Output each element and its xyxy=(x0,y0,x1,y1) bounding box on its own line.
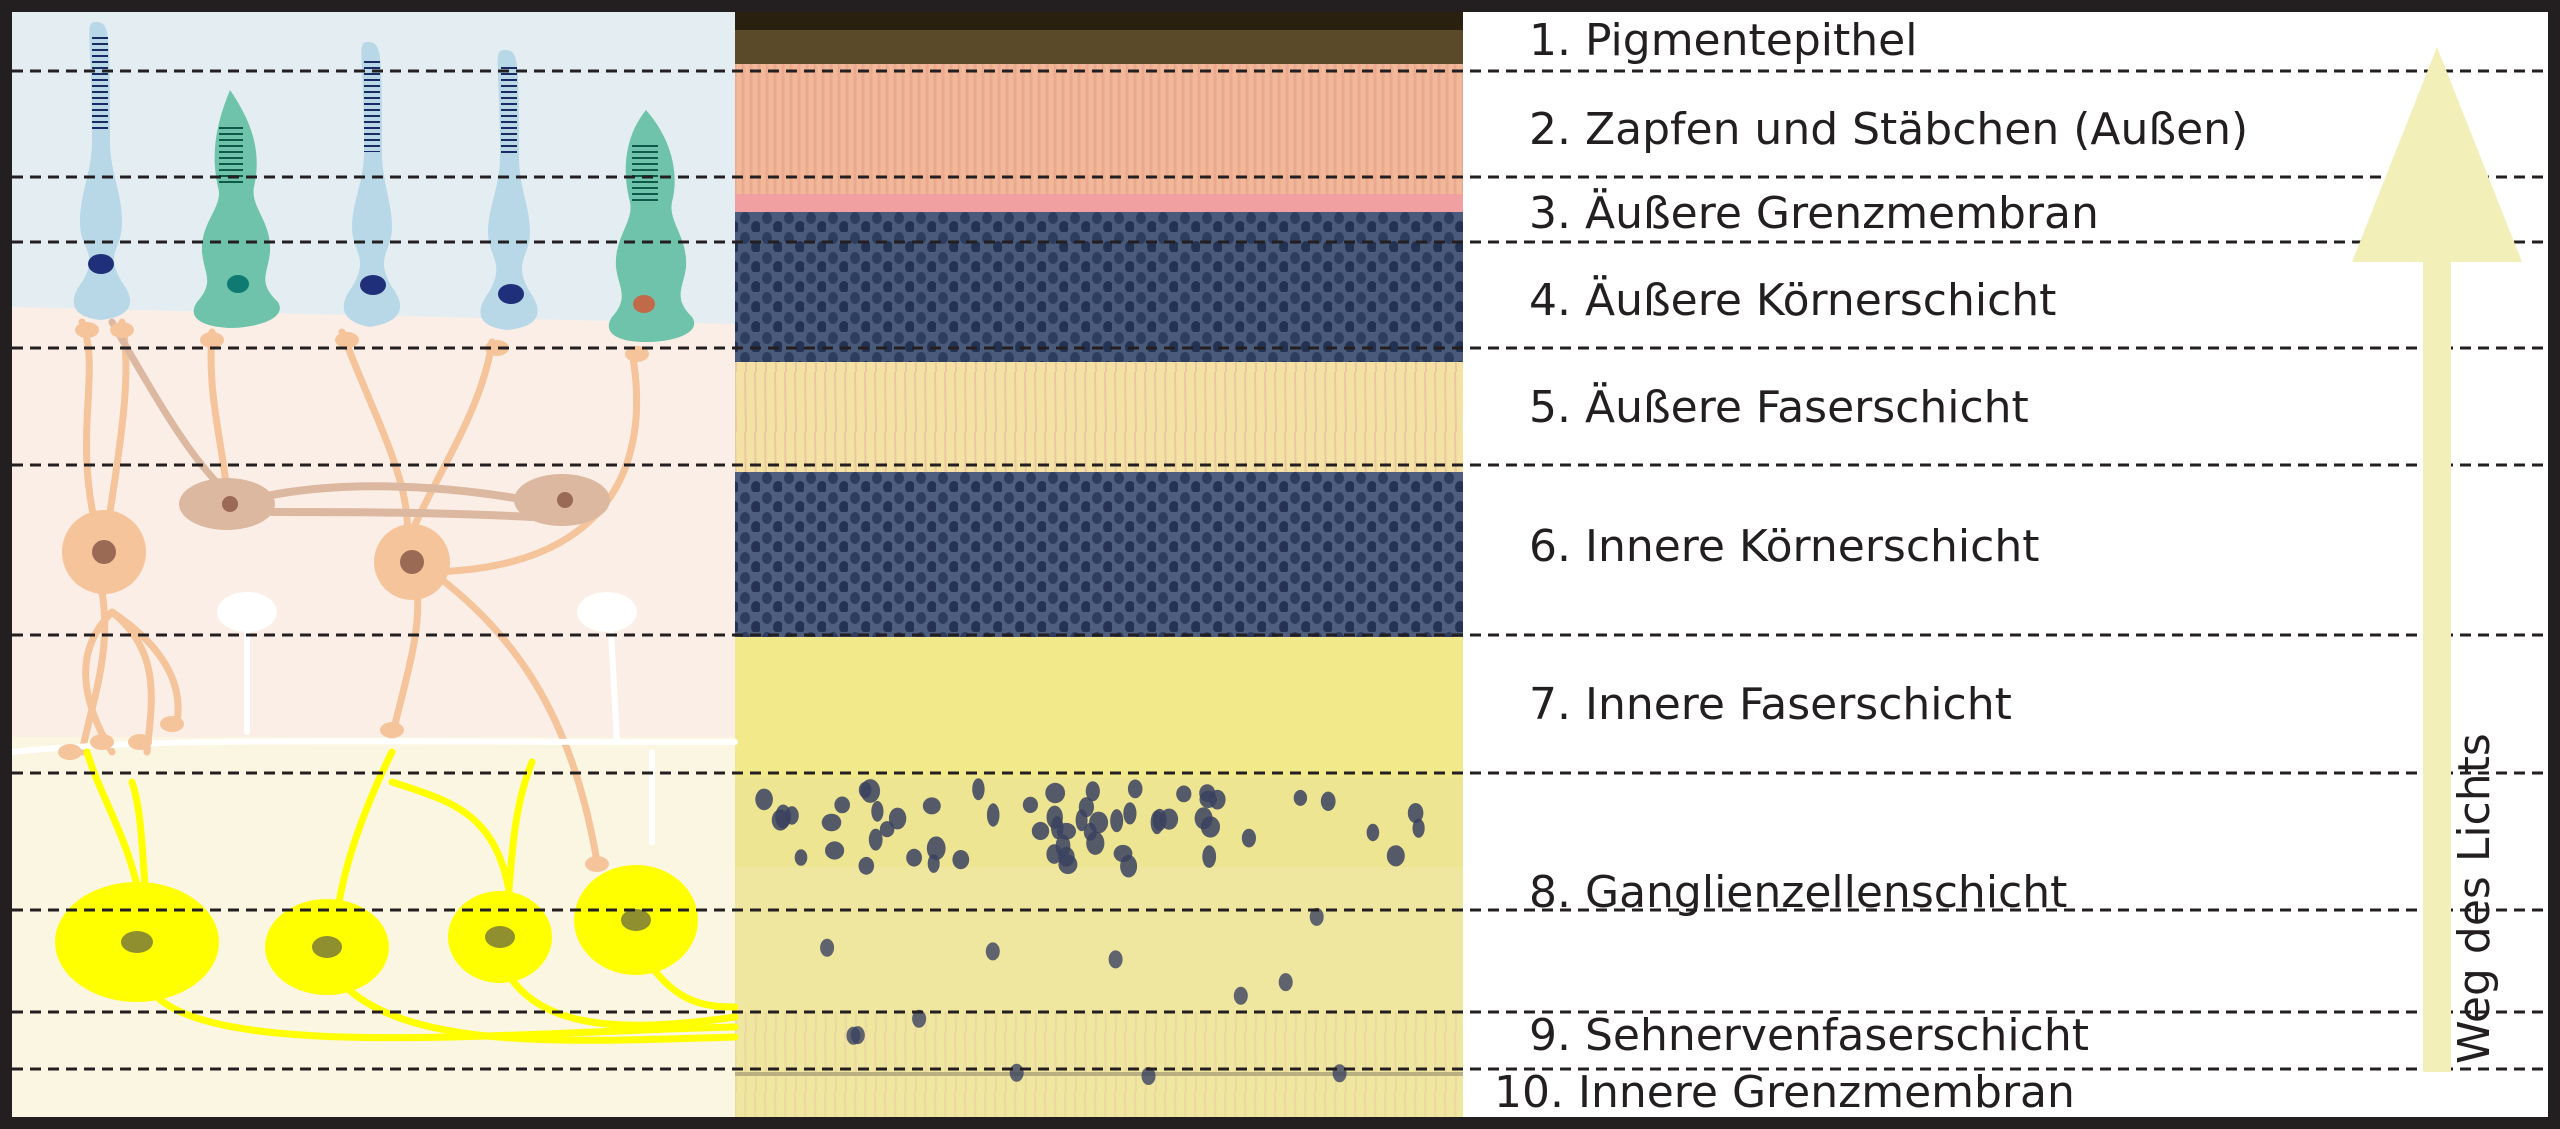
layer-label-7: 7. Innere Faserschicht xyxy=(1529,679,2012,730)
micrograph-nucleus xyxy=(1022,796,1038,814)
micrograph-nucleus xyxy=(871,800,884,822)
micrograph-nucleus xyxy=(1058,854,1078,875)
micrograph xyxy=(735,12,1463,1117)
layer-label-3: 3. Äußere Grenzmembran xyxy=(1529,188,2099,239)
micrograph-nucleus xyxy=(986,803,1000,827)
micrograph-nucleus xyxy=(868,828,883,851)
micrograph-nucleus xyxy=(858,856,875,875)
micrograph-nucleus xyxy=(1194,807,1213,830)
micrograph-nucleus xyxy=(906,848,922,867)
micrograph-nucleus xyxy=(1309,907,1324,926)
micrograph-nucleus xyxy=(1108,950,1123,969)
micrograph-nucleus xyxy=(1127,779,1143,799)
rod-cell xyxy=(73,22,131,320)
micrograph-nucleus xyxy=(1366,823,1380,842)
rod-cells xyxy=(73,22,538,330)
micrograph-nucleus xyxy=(1332,1064,1347,1083)
micrograph-nucleus xyxy=(834,796,850,814)
cone-cell xyxy=(608,110,695,342)
micrograph-nucleus xyxy=(1031,821,1050,841)
micrograph-nucleus xyxy=(1120,854,1138,878)
layer-boundary-lines xyxy=(12,69,2548,1071)
micrograph-nucleus xyxy=(1407,803,1424,823)
layer-label-4: 4. Äußere Körnerschicht xyxy=(1529,275,2057,326)
layer-label-1: 1. Pigmentepithel xyxy=(1529,15,1918,66)
micrograph-nucleus xyxy=(912,1009,927,1028)
micrograph-nucleus xyxy=(1150,810,1164,835)
micrograph-nucleus xyxy=(985,942,1000,961)
micrograph-nucleus xyxy=(1278,973,1293,992)
micrograph-nucleus xyxy=(1202,845,1217,868)
rod-cell xyxy=(343,42,401,327)
micrograph-nucleus xyxy=(1046,805,1063,829)
micrograph-nucleus xyxy=(1009,1063,1024,1082)
micrograph-nucleus xyxy=(775,804,792,829)
micrograph-nucleus xyxy=(879,821,895,838)
ganglion-cells xyxy=(55,865,698,1002)
micrograph-nucleus xyxy=(1176,785,1192,803)
layer-label-9: 9. Sehnervenfaserschicht xyxy=(1529,1010,2089,1061)
micrograph-nucleus xyxy=(1089,811,1109,834)
cone-cell xyxy=(193,90,280,328)
light-path-label: Weg des Lichts xyxy=(2449,733,2500,1064)
micrograph-nucleus xyxy=(926,836,946,861)
micrograph-nucleus xyxy=(888,807,907,830)
micrograph-nucleus xyxy=(1123,802,1137,825)
cone-cells xyxy=(193,90,695,342)
up-arrow-icon xyxy=(2352,47,2522,1072)
layer-label-10: 10. Innere Grenzmembran xyxy=(1494,1067,2075,1117)
micrograph-nucleus xyxy=(1110,809,1124,833)
micrograph-nucleus xyxy=(1320,791,1336,811)
micrograph-nucleus xyxy=(858,781,872,799)
micrograph-nucleus xyxy=(794,849,808,866)
micrograph-nucleus xyxy=(825,841,845,860)
micrograph-nucleus xyxy=(1045,782,1066,804)
micrograph-nucleus xyxy=(1055,834,1071,858)
layer-label-8: 8. Ganglienzellenschicht xyxy=(1529,867,2068,918)
micrograph-nucleus xyxy=(1412,818,1425,838)
bipolar-cells xyxy=(62,510,450,600)
retina-illustration xyxy=(12,12,2548,1117)
rod-cell xyxy=(480,50,538,330)
micrograph-nucleus xyxy=(1141,1067,1156,1085)
micrograph-nucleus xyxy=(972,778,985,801)
micrograph-nucleus xyxy=(820,938,835,957)
micrograph-nucleus xyxy=(1085,781,1100,802)
micrograph-nucleus xyxy=(1386,845,1405,867)
micrograph-nucleus xyxy=(1241,828,1256,848)
micrograph-nucleus xyxy=(1078,797,1094,818)
micrograph-nucleus xyxy=(1233,986,1248,1005)
horizontal-cells xyxy=(179,474,610,530)
layer-label-5: 5. Äußere Faserschicht xyxy=(1529,382,2029,433)
micrograph-nucleus xyxy=(1056,822,1076,840)
micrograph-nucleus xyxy=(755,788,773,811)
micrograph-nucleus xyxy=(922,797,941,815)
micrograph-nucleus xyxy=(821,813,842,832)
layer-label-6: 6. Innere Körnerschicht xyxy=(1529,521,2040,572)
micrograph-nucleus xyxy=(1293,789,1308,806)
diagram-canvas: 1. Pigmentepithel 2. Zapfen und Stäbchen… xyxy=(12,12,2548,1117)
amacrine-cells xyxy=(217,592,637,632)
micrograph-nucleus xyxy=(927,854,940,873)
micrograph-nucleus xyxy=(1160,808,1179,830)
micrograph-nucleus xyxy=(1086,831,1105,855)
micrograph-nucleus xyxy=(850,1026,865,1045)
synapse-terminals xyxy=(58,322,649,872)
micrograph-nucleus xyxy=(1199,790,1217,808)
layer-label-2: 2. Zapfen und Stäbchen (Außen) xyxy=(1529,104,2249,155)
micrograph-ganglion-nuclei xyxy=(755,778,1425,1085)
micrograph-nucleus xyxy=(952,850,970,870)
